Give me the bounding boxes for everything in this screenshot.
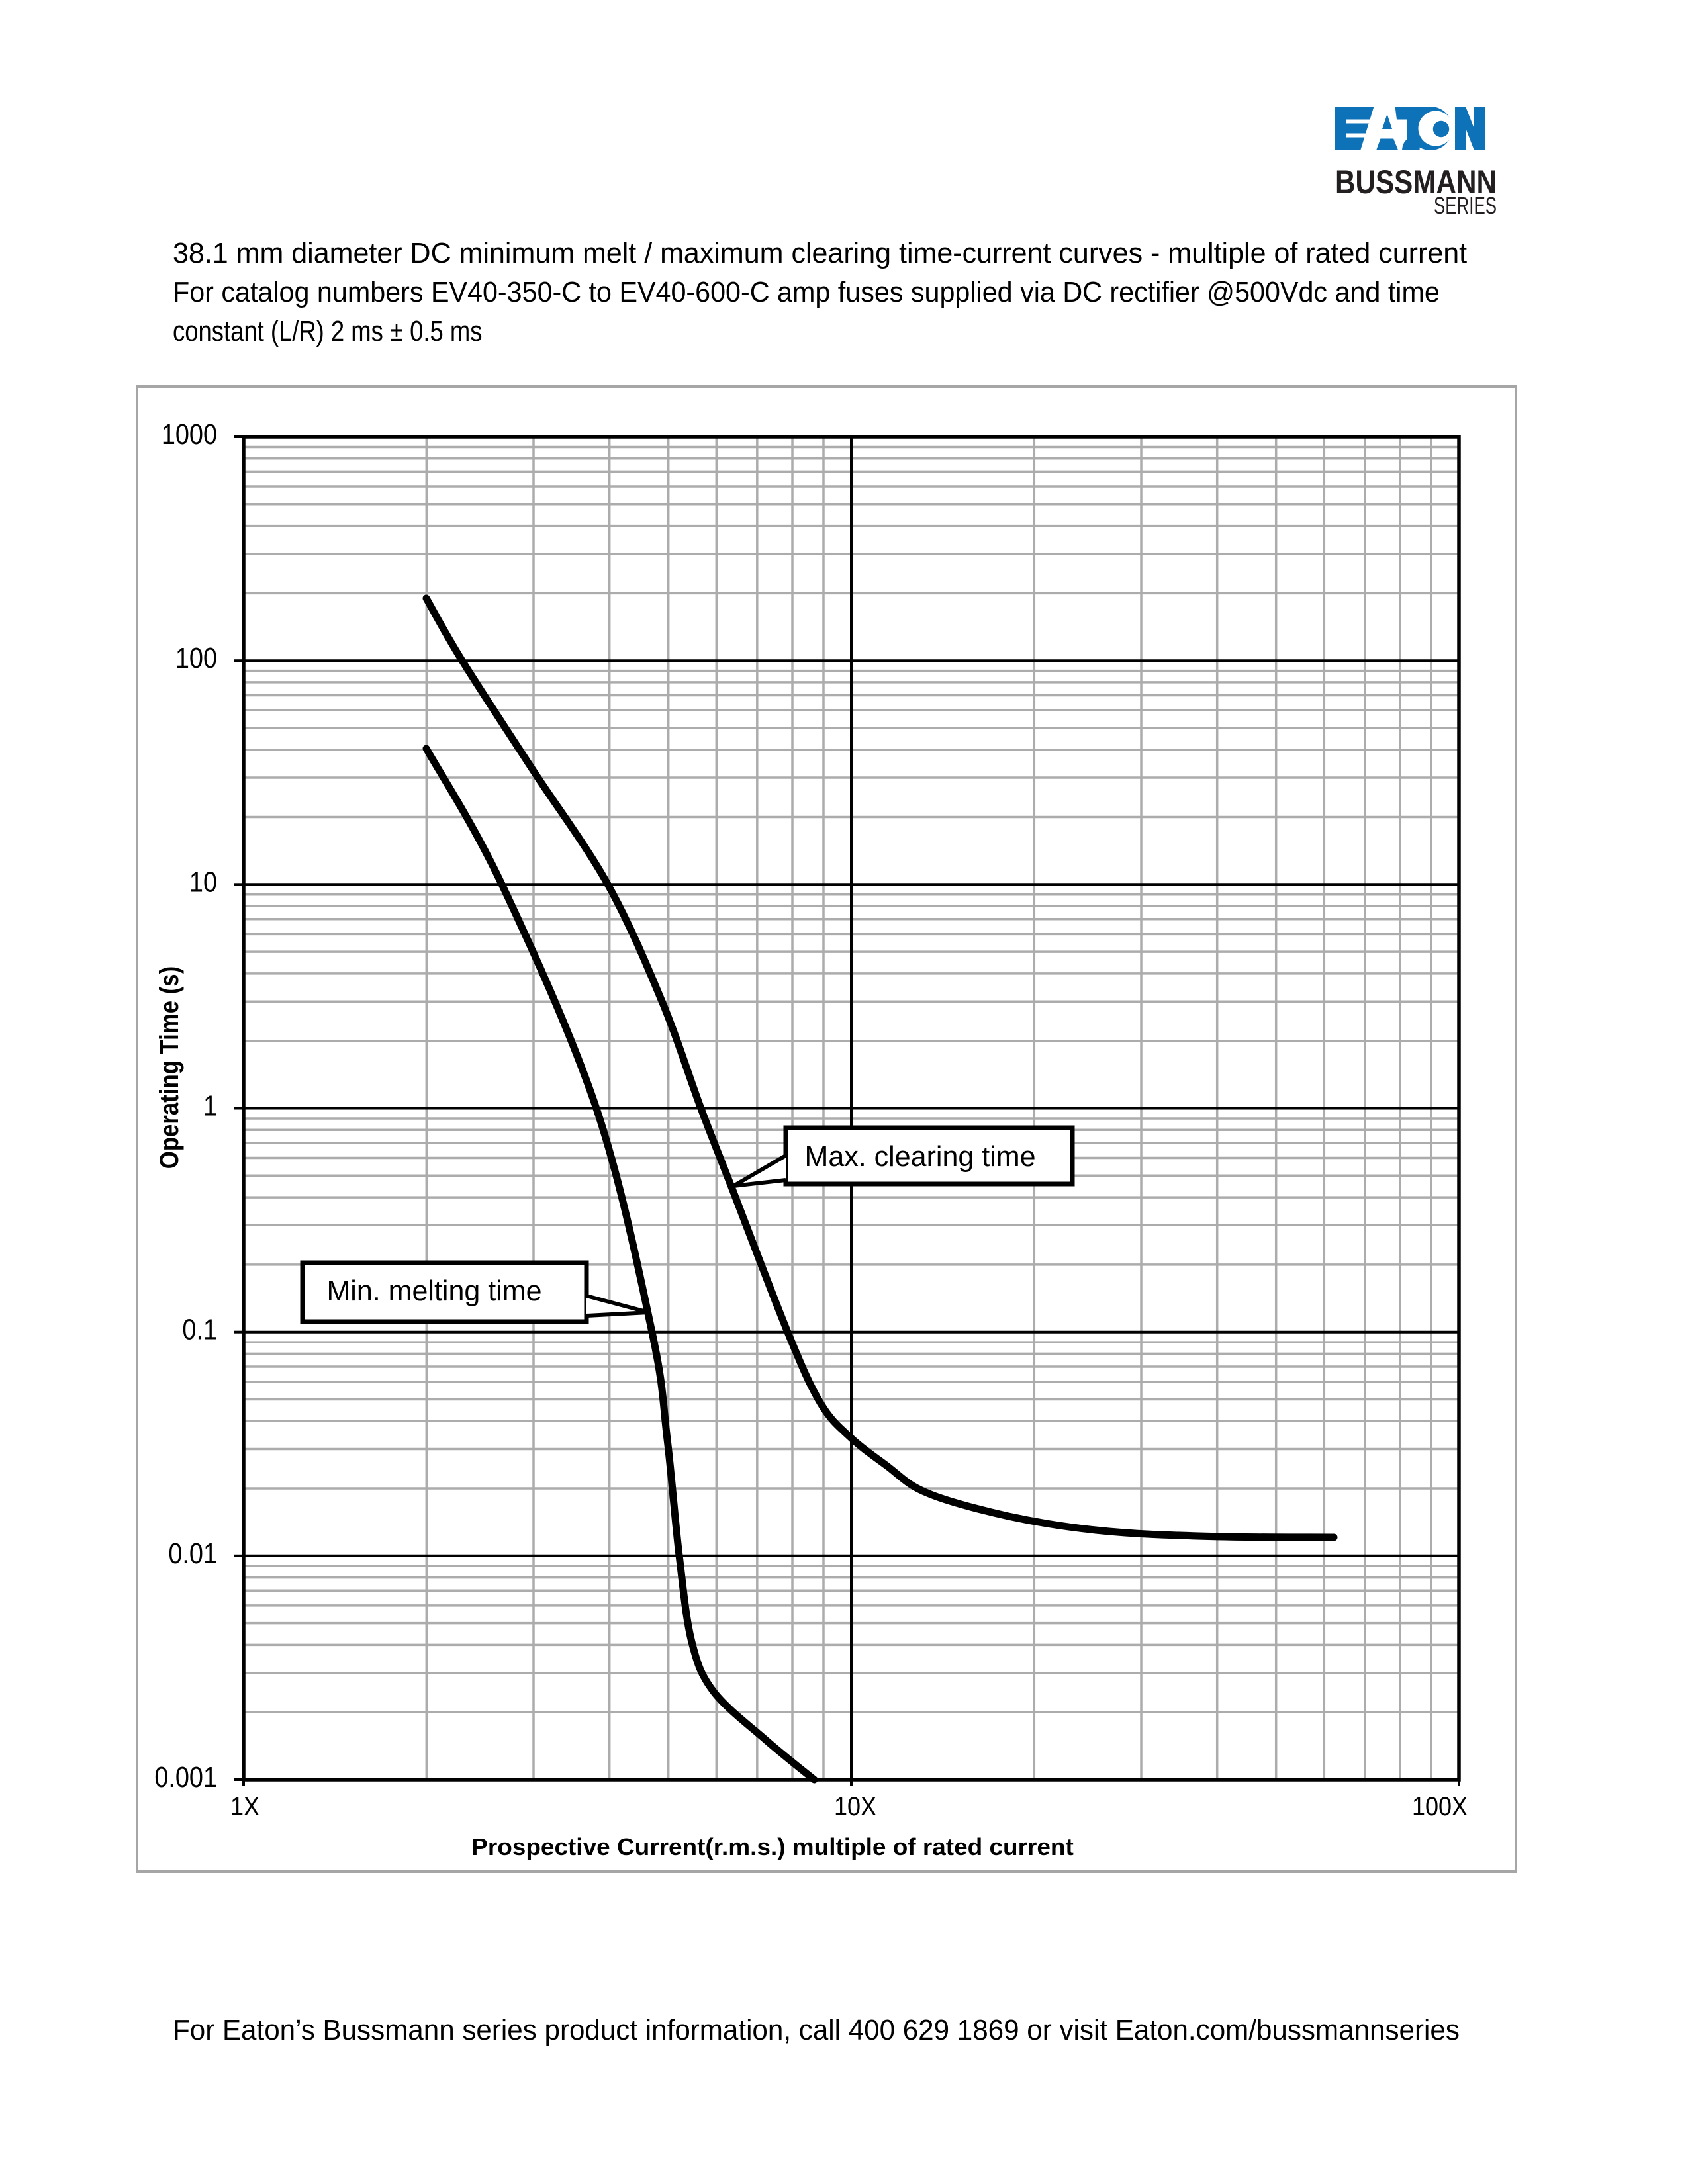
svg-text:SERIES: SERIES: [1434, 192, 1497, 219]
svg-text:100: 100: [175, 642, 217, 674]
svg-text:Operating Time (s): Operating Time (s): [154, 966, 184, 1169]
svg-text:BUSSMANN: BUSSMANN: [1335, 163, 1497, 201]
svg-text:Prospective Current(r.m.s.) mu: Prospective Current(r.m.s.) multiple of …: [471, 1833, 1074, 1860]
svg-text:1: 1: [203, 1089, 217, 1122]
svg-text:100X: 100X: [1412, 1792, 1468, 1821]
svg-text:1000: 1000: [162, 418, 217, 450]
svg-text:10: 10: [189, 866, 217, 898]
svg-text:1X: 1X: [230, 1792, 259, 1821]
svg-text:Min. melting time: Min. melting time: [326, 1275, 541, 1308]
svg-text:0.001: 0.001: [154, 1760, 217, 1793]
svg-text:0.01: 0.01: [168, 1537, 217, 1569]
svg-text:Max. clearing time: Max. clearing time: [804, 1141, 1035, 1173]
svg-text:0.1: 0.1: [182, 1313, 217, 1345]
svg-text:10X: 10X: [834, 1792, 876, 1821]
